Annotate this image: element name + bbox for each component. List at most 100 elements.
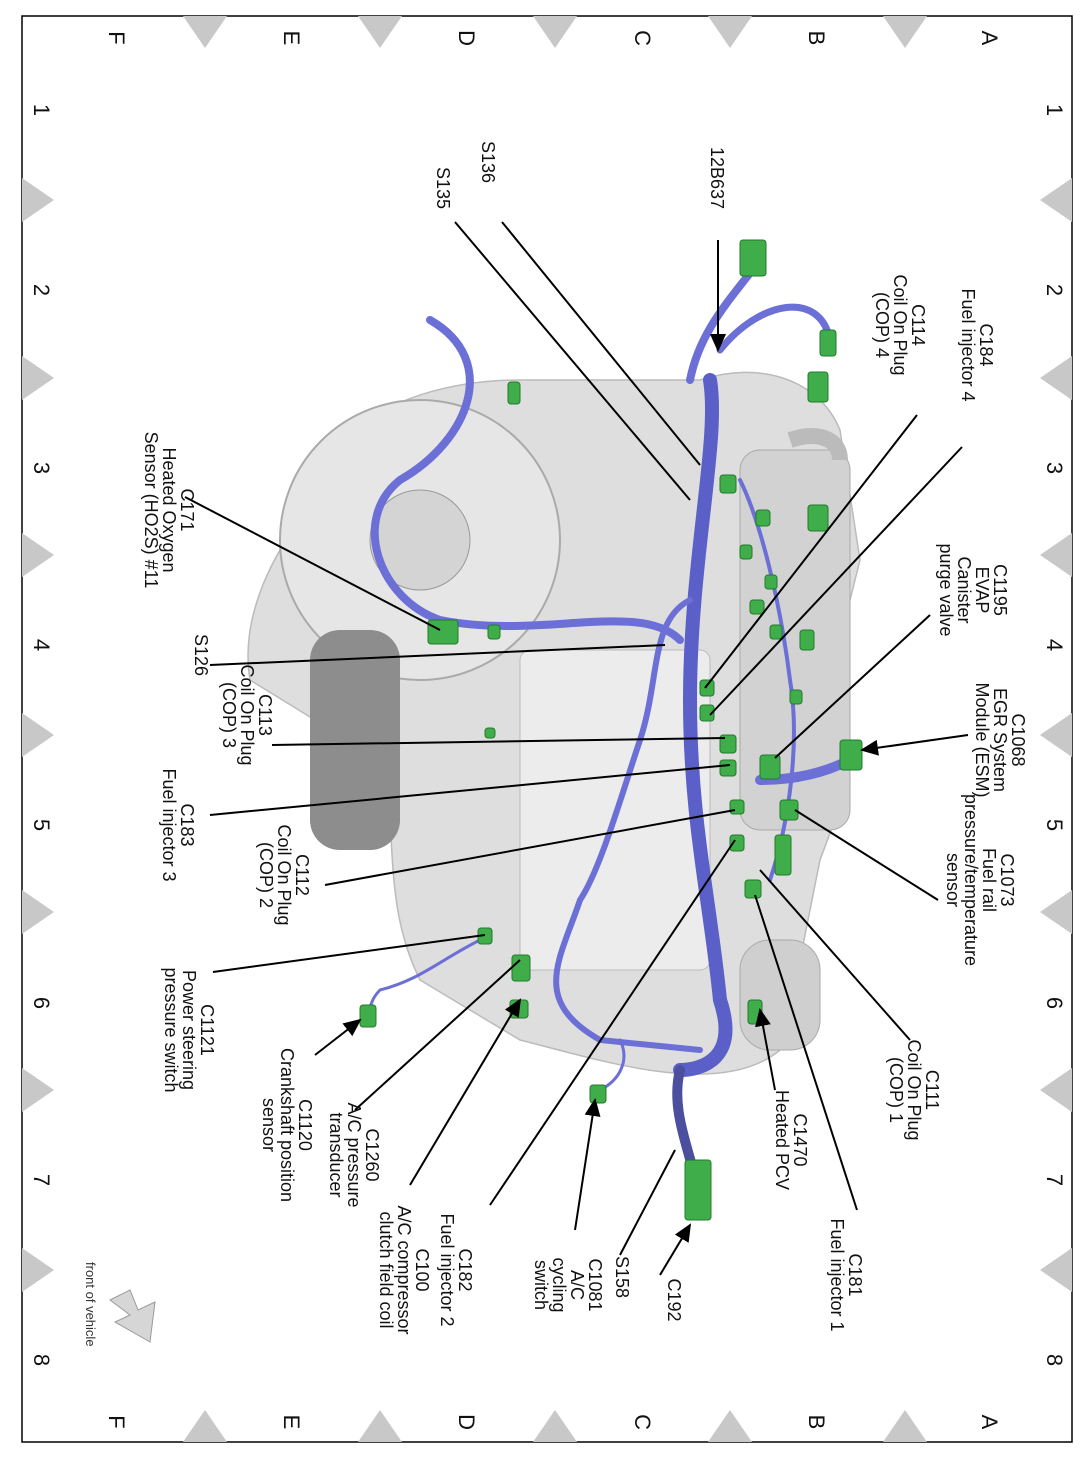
connector-description: Fuel injector 4 [958, 288, 978, 401]
leader-line [409, 998, 522, 1186]
leader-line [354, 959, 521, 1111]
connector-description: Fuel injector 1 [827, 1218, 847, 1331]
callout-c1081: C1081A/Ccyclingswitch [531, 1257, 605, 1312]
connector-description: transducer [326, 1112, 346, 1197]
connector-id: C114 [908, 304, 928, 346]
connectors [359, 239, 863, 1221]
grid-marker [1040, 178, 1072, 222]
grid-letter: C [630, 1414, 655, 1430]
connector [807, 371, 829, 403]
grid-marker [708, 1410, 752, 1442]
grid-marker [22, 713, 54, 757]
connector [755, 509, 771, 527]
callout-s158: S158 [612, 1256, 632, 1298]
connector [764, 574, 778, 590]
connector [729, 834, 745, 852]
front-of-vehicle-indicator: front of vehicle [83, 1262, 156, 1347]
connector [744, 879, 762, 899]
connector-description: Heated PCV [772, 1090, 792, 1190]
arrow-icon [109, 1289, 156, 1343]
grid-marker [183, 16, 227, 48]
connector-description: Coil On Plug [237, 664, 257, 765]
grid-marker [1040, 1068, 1072, 1112]
grid-marker [1040, 1248, 1072, 1292]
connector-id: C1260 [362, 1128, 382, 1181]
connector-description: Power steering [179, 970, 199, 1090]
connector-id: C1073 [997, 853, 1017, 906]
grid-letter: B [804, 31, 829, 46]
connector-description: Crankshaft position [277, 1048, 297, 1202]
grid-marker [708, 16, 752, 48]
connector-id: 12B637 [707, 147, 727, 209]
connector [779, 799, 799, 821]
connector-description: pressure switch [161, 967, 181, 1092]
connector-description: pressure/temperature [961, 794, 981, 966]
connector [719, 759, 737, 777]
connector-id: C171 [177, 488, 197, 531]
callout-c1195: C1195EVAPCanisterpurge valve [936, 543, 1010, 636]
grid-letter: A [977, 31, 1002, 46]
connector [684, 1159, 712, 1221]
callout-c1260: C1260A/C pressuretransducer [326, 1102, 382, 1207]
callout-c112: C112Coil On Plug(COP) 2 [256, 824, 312, 925]
connector-description: cycling [549, 1257, 569, 1312]
connector [484, 727, 496, 739]
grid-number: 5 [1042, 819, 1067, 831]
callout-c100: C100A/C compressorclutch field coil [376, 1205, 432, 1334]
connector-description: clutch field coil [376, 1211, 396, 1328]
grid-letter: D [454, 30, 479, 46]
callout-c1120: C1120Crankshaft positionsensor [259, 1048, 315, 1202]
connector-description: Canister [954, 556, 974, 623]
grid-marker [22, 356, 54, 400]
connector [749, 599, 765, 615]
connector-description: (COP) 4 [872, 292, 892, 358]
connector-id: C181 [845, 1253, 865, 1296]
grid-number: 4 [1042, 639, 1067, 651]
leader-line [209, 764, 731, 816]
grid-markers [22, 16, 1072, 1442]
callout-c1073: C1073Fuel railpressure/temperaturesensor [943, 794, 1017, 966]
connector-id: C111 [922, 1070, 942, 1110]
leader-line [860, 734, 969, 756]
grid-letter: E [279, 1415, 304, 1430]
leader-line [454, 221, 691, 501]
grid-marker [22, 1248, 54, 1292]
connector-id: C1470 [790, 1113, 810, 1166]
callout-c1068: C1068EGR SystemModule (ESM) [972, 682, 1028, 797]
grid-number: 8 [1042, 1354, 1067, 1366]
leader-line [271, 737, 726, 746]
connector [789, 689, 803, 705]
leader-line [574, 1098, 601, 1231]
grid-number: 8 [29, 1354, 54, 1366]
connector [359, 1004, 377, 1028]
connector-description: Coil On Plug [904, 1039, 924, 1140]
grid-marker [1040, 713, 1072, 757]
grid-marker [1040, 890, 1072, 934]
callout-c171: C171Heated OxygenSensor (HO2S) #11 [141, 432, 197, 589]
connector [719, 734, 737, 754]
grid-letter: C [630, 30, 655, 46]
grid-letter: E [279, 31, 304, 46]
connector-id: C113 [255, 694, 275, 736]
grid-marker [533, 16, 577, 48]
grid-marker [883, 1410, 927, 1442]
leader-line [501, 221, 701, 466]
connector-description: switch [531, 1260, 551, 1310]
grid-number: 5 [29, 819, 54, 831]
connector-description: A/C pressure [344, 1102, 364, 1207]
connector-description: Fuel rail [979, 848, 999, 912]
grid-number: 1 [29, 104, 54, 116]
leader-line [704, 414, 918, 689]
connector [799, 629, 815, 651]
connector-id: C100 [412, 1248, 432, 1291]
callout-c181: C181Fuel injector 1 [827, 1218, 865, 1331]
grid-letter: D [454, 1414, 479, 1430]
grid-letter: F [104, 31, 129, 44]
leader-line [794, 809, 939, 901]
connector [699, 679, 715, 697]
connector-description: (COP) 1 [886, 1057, 906, 1123]
leader-line [324, 809, 736, 886]
grid-marker [358, 1410, 402, 1442]
connector [759, 754, 781, 780]
connector-id: C183 [177, 803, 197, 846]
